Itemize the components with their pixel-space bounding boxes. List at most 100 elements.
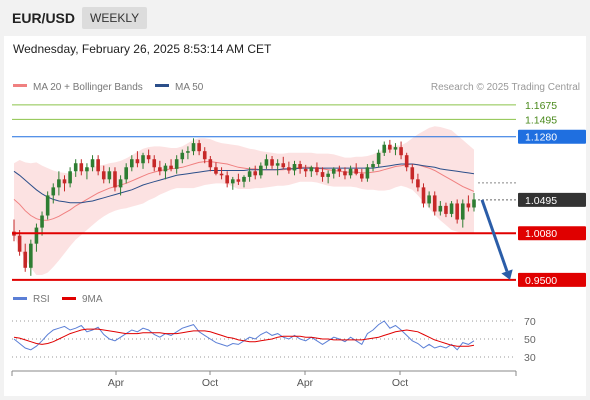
symbol-label: EUR/USD [12, 10, 76, 26]
candle [135, 151, 140, 168]
candle [214, 162, 218, 176]
ma9-legend-swatch [62, 297, 76, 300]
candle [326, 170, 330, 184]
candle [371, 160, 375, 172]
candle-body [202, 151, 207, 160]
candle [158, 160, 162, 176]
candle-body [253, 171, 258, 176]
candle-body [51, 187, 56, 196]
candle-body [399, 147, 403, 156]
candle [354, 163, 358, 176]
candle [393, 143, 398, 156]
ma9-legend-label: 9MA [82, 294, 103, 305]
candle [23, 243, 28, 272]
candle [236, 173, 241, 185]
candle-body [309, 167, 314, 172]
candle-body [225, 175, 229, 184]
x-tick-label: Oct [202, 377, 218, 389]
candle-body [214, 167, 218, 174]
candle [17, 229, 22, 256]
bollinger-band-area [14, 126, 474, 276]
candle-body [292, 164, 297, 171]
candle-body [281, 163, 286, 168]
candle-body [90, 159, 95, 168]
candle [124, 163, 128, 184]
candle [57, 171, 61, 196]
candle [270, 156, 274, 169]
candle [331, 167, 336, 179]
candle [432, 191, 437, 216]
timeframe-button[interactable]: WEEKLY [82, 7, 148, 29]
level-label-box [518, 272, 586, 287]
chart-datetime: Wednesday, February 26, 2025 8:53:14 AM … [13, 42, 272, 56]
candle-body [360, 173, 364, 179]
candle-body [169, 165, 173, 169]
x-tick-label: Apr [297, 377, 314, 389]
candle-body [85, 167, 89, 172]
candle-body [68, 171, 72, 184]
candle [247, 167, 252, 182]
candle [472, 192, 476, 212]
candle [421, 183, 426, 208]
candle [455, 199, 459, 224]
candle [180, 149, 185, 164]
candle [34, 223, 39, 252]
candle-body [191, 143, 196, 152]
candle [259, 162, 263, 179]
candle-body [208, 159, 213, 168]
level-label: 1.0495 [525, 195, 557, 207]
candle-body [62, 179, 67, 184]
candle-body [146, 155, 151, 160]
candle-body [432, 195, 437, 212]
rsi-level-label: 50 [524, 334, 536, 346]
candle-body [303, 168, 308, 172]
candle [186, 146, 190, 160]
candle [73, 159, 78, 177]
candle [130, 155, 134, 172]
candle-body [264, 159, 269, 166]
candle [141, 152, 145, 169]
candle [197, 139, 201, 156]
candle [90, 155, 95, 172]
level-label: 1.1675 [525, 100, 557, 112]
candle-body [247, 171, 252, 177]
candle-body [388, 144, 392, 150]
candle-body [152, 159, 157, 168]
candle-body [23, 251, 28, 268]
candle [444, 202, 448, 218]
candle-body [331, 168, 336, 174]
candle-body [230, 179, 235, 184]
candle-body [354, 168, 358, 174]
candle [388, 139, 392, 153]
candle [399, 141, 403, 160]
candle-body [101, 171, 106, 180]
candle [320, 167, 325, 182]
candle [219, 167, 224, 180]
candle-body [382, 144, 387, 153]
ma20-line [13, 161, 475, 221]
candle [29, 239, 33, 276]
rsi-level-label: 30 [524, 352, 536, 364]
credit-label: Research © 2025 Trading Central [431, 82, 580, 93]
candle [292, 160, 297, 176]
candle-body [40, 215, 44, 228]
candle-body [343, 171, 347, 176]
candle [40, 211, 44, 236]
candle-body [371, 164, 375, 168]
candle [169, 159, 173, 172]
candle [163, 163, 168, 180]
candle-body [444, 205, 448, 214]
candle-body [320, 172, 325, 177]
candle [230, 176, 235, 190]
candle [45, 191, 50, 220]
candle [174, 155, 179, 174]
candle [360, 168, 364, 182]
candle [343, 167, 347, 180]
candle [404, 152, 409, 172]
candle-body [337, 168, 342, 172]
candle [466, 195, 471, 212]
ma20-legend-swatch [13, 84, 27, 87]
candle [449, 201, 454, 218]
candle [287, 161, 291, 174]
rsi-line [13, 320, 475, 351]
